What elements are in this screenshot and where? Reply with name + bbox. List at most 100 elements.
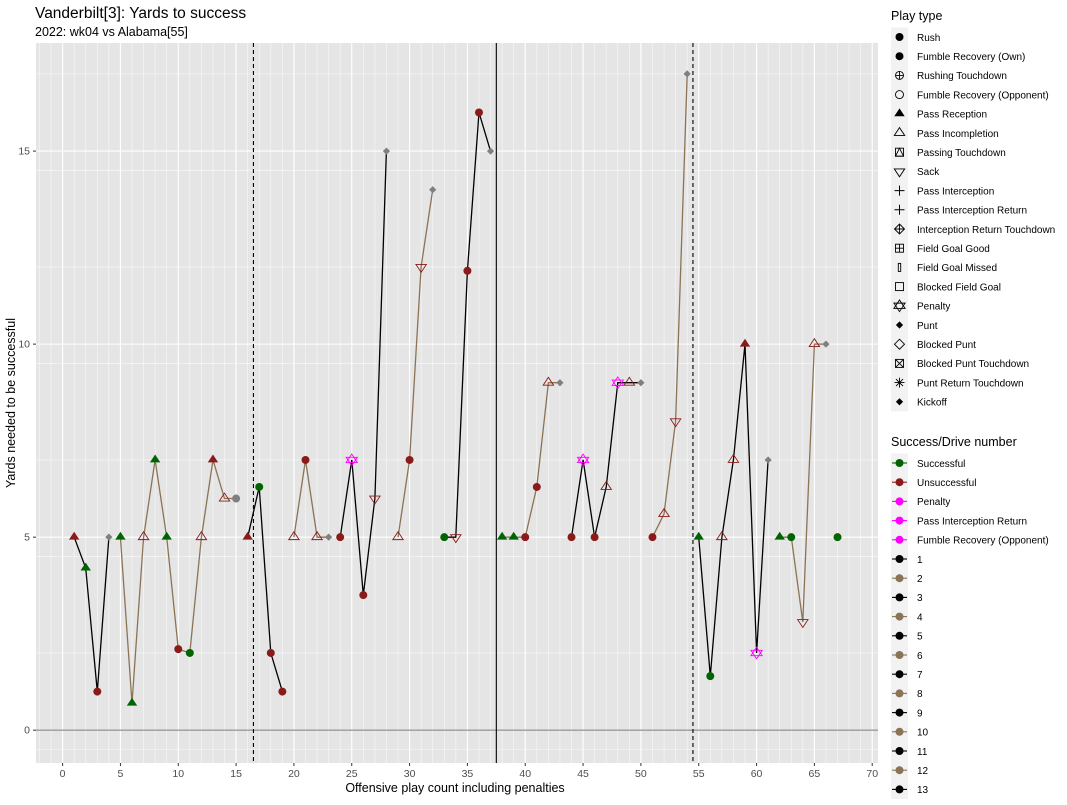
play-marker-sack: [368, 495, 381, 505]
legend-play-type-label: Field Goal Missed: [917, 263, 997, 274]
play-marker-punt: [637, 379, 645, 387]
legend-key-dot: [895, 574, 904, 583]
legend-key-dot: [895, 651, 904, 659]
x-tick-label: 50: [635, 768, 647, 780]
x-tick-label: 60: [751, 768, 763, 780]
legend-play-type-label: Pass Reception: [917, 110, 987, 121]
play-marker-rush: [266, 648, 275, 657]
x-tick-label: 40: [519, 768, 531, 780]
play-marker-pass-incompletion: [600, 480, 613, 490]
play-marker-punt: [382, 147, 391, 155]
x-axis-label: Offensive play count including penalties: [345, 781, 564, 795]
legend-key-square-x: [895, 358, 904, 368]
legend-play-type-label: Fumble Recovery (Opponent): [917, 90, 1049, 101]
legend-success-title: Success/Drive number: [891, 435, 1017, 449]
play-marker-pass-incompletion: [542, 376, 555, 386]
drive-line-1: [73, 536, 110, 692]
legend-key-dot: [895, 747, 904, 755]
legend-key-background: [891, 334, 908, 354]
x-axis: 0 5 10 15 20 25 30 35 40 45 50 55 60 65 70: [60, 763, 878, 780]
legend-key-punt: [895, 321, 904, 329]
play-marker-rush: [833, 533, 842, 542]
x-tick-label: 45: [577, 768, 589, 780]
play-marker-rush: [405, 455, 414, 464]
legend-key-dot: [895, 785, 904, 794]
play-marker-rush: [590, 533, 599, 542]
legend-play-type-label: Blocked Field Goal: [917, 282, 1001, 293]
play-marker-pass-incompletion: [623, 376, 636, 386]
play-marker-punt: [429, 186, 437, 194]
play-marker-pass-incompletion: [311, 530, 324, 541]
play-marker-rush: [301, 455, 310, 464]
legend-key-thin-rect: [897, 262, 902, 272]
play-marker-pass-incompletion: [137, 530, 150, 541]
legend-key-rush: [895, 33, 904, 41]
grid-major: [36, 43, 878, 763]
play-marker-pass-reception: [161, 531, 172, 540]
play-marker-pass-incompletion: [715, 530, 728, 541]
y-axis-label: Yards needed to be successful: [4, 318, 18, 488]
x-tick-label: 15: [230, 768, 242, 780]
legend-key-sack: [893, 168, 906, 178]
plot-panel: [36, 43, 878, 763]
legend-play-type-label: Penalty: [917, 302, 950, 313]
legend-key-dot: [895, 708, 904, 717]
drive-separators: [252, 43, 694, 763]
legend-play-type-label: Pass Incompletion: [917, 129, 999, 140]
play-marker-punt: [683, 70, 691, 78]
legend-key-pass-reception: [894, 108, 905, 117]
play-marker-pass-reception: [115, 531, 126, 540]
play-marker-rush: [706, 672, 715, 681]
legend-success-label: 5: [917, 632, 923, 643]
legend-play-type-label: Rushing Touchdown: [917, 71, 1007, 82]
legend-key-plus: [894, 185, 905, 196]
play-marker-rush: [359, 591, 368, 600]
legend-key-dot: [895, 459, 904, 467]
legend-play-type-label: Pass Interception: [917, 186, 994, 197]
play-marker-pass-reception: [739, 338, 751, 347]
legend-success-label: 8: [917, 689, 923, 700]
play-marker-rush: [521, 533, 530, 542]
legend-play-type-label: Sack: [917, 167, 940, 178]
legend-key-background: [891, 142, 908, 162]
legend-key-dot: [895, 497, 904, 506]
legend-success-label: 12: [917, 766, 929, 777]
legend-success-drive: Success/Drive number Successful Unsuccessf…: [891, 435, 1049, 799]
legend-play-type-title: Play type: [891, 9, 942, 23]
legend-success-label: 11: [917, 747, 928, 758]
play-marker-blocked-field-goal: [232, 494, 241, 503]
play-marker-punt: [822, 340, 830, 348]
legend-play-type-label: Blocked Punt: [917, 340, 976, 351]
play-marker-punt: [105, 533, 113, 541]
play-marker-pass-reception: [126, 697, 138, 706]
play-marker-penalty: [345, 453, 359, 467]
play-marker-pass-incompletion: [657, 507, 671, 517]
legend-success-label: Penalty: [917, 497, 950, 508]
legend-key-dot: [895, 516, 904, 525]
play-marker-pass-incompletion: [195, 530, 208, 541]
legend-key-dot: [895, 535, 904, 544]
x-tick-label: 10: [172, 768, 184, 780]
x-tick-label: 55: [693, 768, 705, 780]
legend-key-square-open: [895, 282, 904, 292]
legend-success-label: 9: [917, 708, 923, 719]
legend-success-label: Pass Interception Return: [917, 516, 1027, 527]
play-marker-sack: [415, 263, 428, 274]
legend-key-square-triangle: [894, 147, 905, 157]
legend-key-dot: [895, 478, 904, 487]
legend-success-label: 1: [917, 555, 923, 566]
legend-key-diamond-plus: [893, 223, 906, 235]
play-marker-punt: [486, 147, 495, 155]
y-axis: 0 5 10 15: [18, 146, 36, 737]
play-marker-pass-reception: [496, 531, 508, 540]
legend-success-label: 10: [917, 728, 929, 739]
play-marker-rush: [532, 482, 541, 491]
play-marker-rush: [440, 533, 449, 542]
y-tick-label: 15: [18, 146, 30, 158]
legend-play-type-label: Punt: [917, 321, 938, 332]
play-marker-pass-incompletion: [808, 337, 821, 348]
legend-key-background: [891, 85, 908, 105]
play-marker-pass-incompletion: [391, 530, 405, 541]
